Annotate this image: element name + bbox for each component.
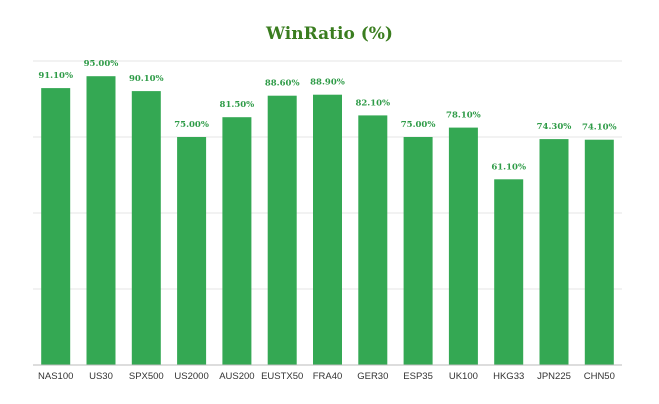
x-tick-label-ger30: GER30 [357, 371, 388, 382]
bar-us2000 [177, 137, 207, 365]
bar-aus200 [222, 117, 252, 365]
data-labels: 91.10% 95.00% 90.10% 75.00% 81.50% 88.60% 88.9… [38, 59, 616, 172]
x-tick-label-esp35: ESP35 [403, 371, 433, 382]
bar-hkg33 [494, 179, 524, 365]
x-tick-label-aus200: AUS200 [219, 371, 254, 382]
bar-nas100 [41, 88, 71, 365]
bar-ger30 [358, 115, 388, 366]
data-label-ger30: 82.10% [355, 98, 390, 108]
x-tick-label-eustx50: EUSTX50 [261, 371, 303, 382]
x-tick-label-jpn225: JPN225 [537, 371, 571, 382]
bar-chn50 [584, 139, 614, 365]
bar-us30 [86, 76, 116, 365]
data-label-nas100: 91.10% [38, 71, 73, 81]
x-tick-label-us30: US30 [89, 371, 113, 382]
x-tick-label-us2000: US2000 [174, 371, 208, 382]
x-tick-label-nas100: NAS100 [38, 371, 73, 382]
x-tick-labels: NAS100 US30 SPX500 US2000 AUS200 EUSTX50 FRA40… [38, 371, 615, 382]
x-tick-label-chn50: CHN50 [584, 371, 615, 382]
bar-esp35 [403, 137, 433, 365]
data-label-fra40: 88.90% [310, 78, 345, 88]
bar-jpn225 [539, 139, 569, 365]
bar-uk100 [448, 127, 478, 365]
x-tick-label-fra40: FRA40 [313, 371, 343, 382]
data-label-uk100: 78.10% [446, 111, 481, 121]
data-label-hkg33: 61.10% [491, 162, 526, 172]
data-label-chn50: 74.10% [582, 123, 617, 133]
x-tick-label-hkg33: HKG33 [493, 371, 524, 382]
chart-title: WinRatio (%) [266, 24, 393, 44]
data-label-esp35: 75.00% [401, 120, 436, 130]
data-label-jpn225: 74.30% [537, 122, 572, 132]
x-tick-label-spx500: SPX500 [129, 371, 164, 382]
data-label-aus200: 81.50% [220, 100, 255, 110]
bars [41, 76, 614, 366]
data-label-spx500: 90.10% [129, 74, 164, 84]
bar-eustx50 [267, 95, 297, 365]
bar-spx500 [131, 91, 161, 365]
data-label-eustx50: 88.60% [265, 79, 300, 89]
data-label-us30: 95.00% [84, 59, 119, 69]
bar-fra40 [313, 94, 342, 365]
data-label-us2000: 75.00% [174, 120, 209, 130]
x-tick-label-uk100: UK100 [449, 371, 478, 382]
